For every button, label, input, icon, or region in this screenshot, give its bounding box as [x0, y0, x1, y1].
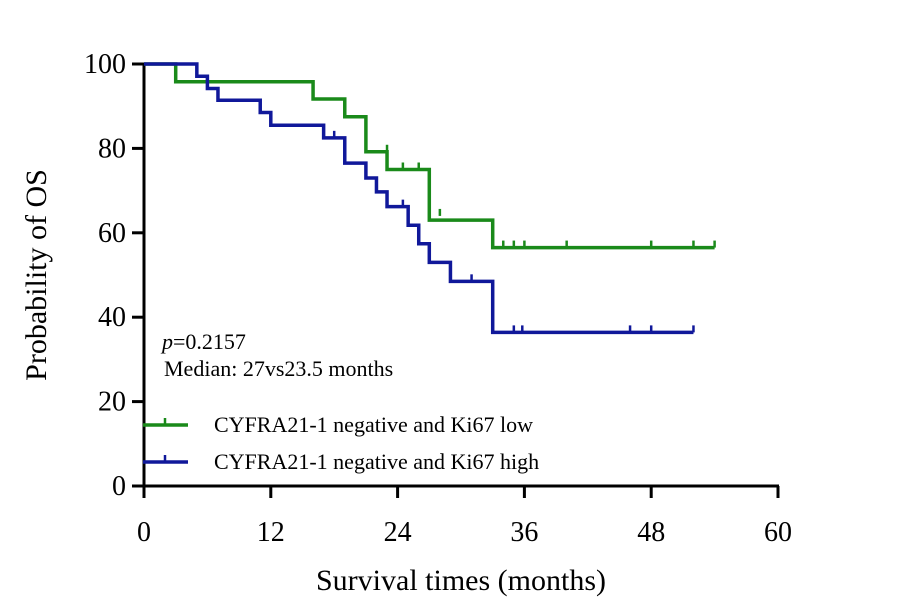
y-tick-label: 80 [98, 133, 126, 164]
y-axis-title: Probability of OS [20, 169, 53, 381]
p-value-annotation: p=0.2157 [160, 329, 246, 354]
survival-curve [144, 62, 715, 250]
x-tick-label: 24 [384, 517, 412, 548]
x-axis-title: Survival times (months) [316, 564, 606, 597]
axes: 0 20 40 60 80 100 0 12 24 36 48 60 [84, 49, 792, 548]
y-tick-label: 0 [112, 471, 126, 502]
x-tick-label: 36 [510, 517, 538, 548]
p-value: =0.2157 [173, 329, 246, 354]
x-tick-label: 48 [637, 517, 665, 548]
y-tick-label: 100 [84, 49, 126, 80]
x-tick-label: 0 [137, 517, 151, 548]
y-tick-label: 40 [98, 302, 126, 333]
legend: CYFRA21-1 negative and Ki67 low CYFRA21-1… [143, 412, 539, 474]
legend-label: CYFRA21-1 negative and Ki67 low [214, 412, 533, 437]
p-symbol: p [160, 329, 173, 354]
median-annotation: Median: 27vs23.5 months [164, 356, 393, 381]
x-ticks: 0 12 24 36 48 60 [137, 486, 792, 548]
series-1 [144, 62, 716, 250]
y-tick-label: 60 [98, 218, 126, 249]
legend-item-2: CYFRA21-1 negative and Ki67 high [143, 449, 539, 474]
legend-item-1: CYFRA21-1 negative and Ki67 low [143, 412, 533, 437]
series-layer [144, 62, 716, 335]
legend-label: CYFRA21-1 negative and Ki67 high [214, 449, 539, 474]
y-tick-label: 20 [98, 387, 126, 418]
series-2 [144, 62, 695, 335]
x-tick-label: 12 [257, 517, 285, 548]
x-tick-label: 60 [764, 517, 792, 548]
y-ticks: 0 20 40 60 80 100 [84, 49, 144, 502]
survival-curve [144, 62, 694, 335]
